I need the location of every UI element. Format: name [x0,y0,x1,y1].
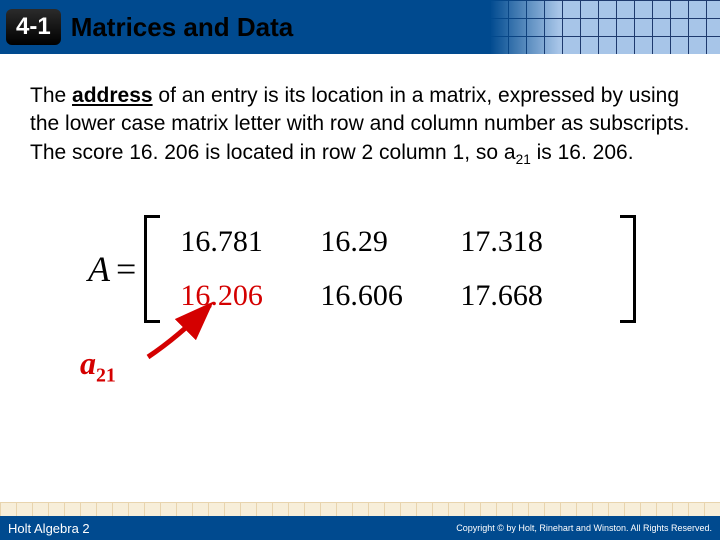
slide-footer: Holt Algebra 2 Copyright © by Holt, Rine… [0,516,720,540]
matrix-cell-r1c2: 16.29 [320,225,460,259]
bracket-right [620,215,636,323]
text-part: is 16. 206. [531,141,634,164]
matrix-figure: A = 16.781 16.29 17.318 16.206 16.606 17… [88,215,690,323]
matrix-grid: 16.781 16.29 17.318 16.206 16.606 17.668 [160,215,620,323]
body-paragraph: The address of an entry is its location … [30,82,690,169]
slide-title: Matrices and Data [71,12,294,43]
matrix-name: A [88,248,110,290]
slide-content: The address of an entry is its location … [0,54,720,323]
section-badge: 4-1 [6,9,61,45]
label-sub: 21 [96,365,116,387]
arrow-icon [138,297,228,367]
matrix-cell-r1c3: 17.318 [460,225,600,259]
subscript-21: 21 [516,152,531,167]
footer-left-text: Holt Algebra 2 [8,521,90,536]
equals-sign: = [116,248,136,290]
text-part: The [30,84,72,107]
footer-grid-pattern [0,502,720,516]
matrix-cell-r2c2: 16.606 [320,279,460,313]
footer-right-text: Copyright © by Holt, Rinehart and Winsto… [456,523,712,533]
header-grid-pattern [490,0,720,54]
label-a: a [80,345,96,381]
term-address: address [72,84,153,107]
matrix-cell-r1c1: 16.781 [180,225,320,259]
matrix-cell-r2c3: 17.668 [460,279,600,313]
entry-label-a21: a21 [80,345,116,387]
slide-header: 4-1 Matrices and Data [0,0,720,54]
